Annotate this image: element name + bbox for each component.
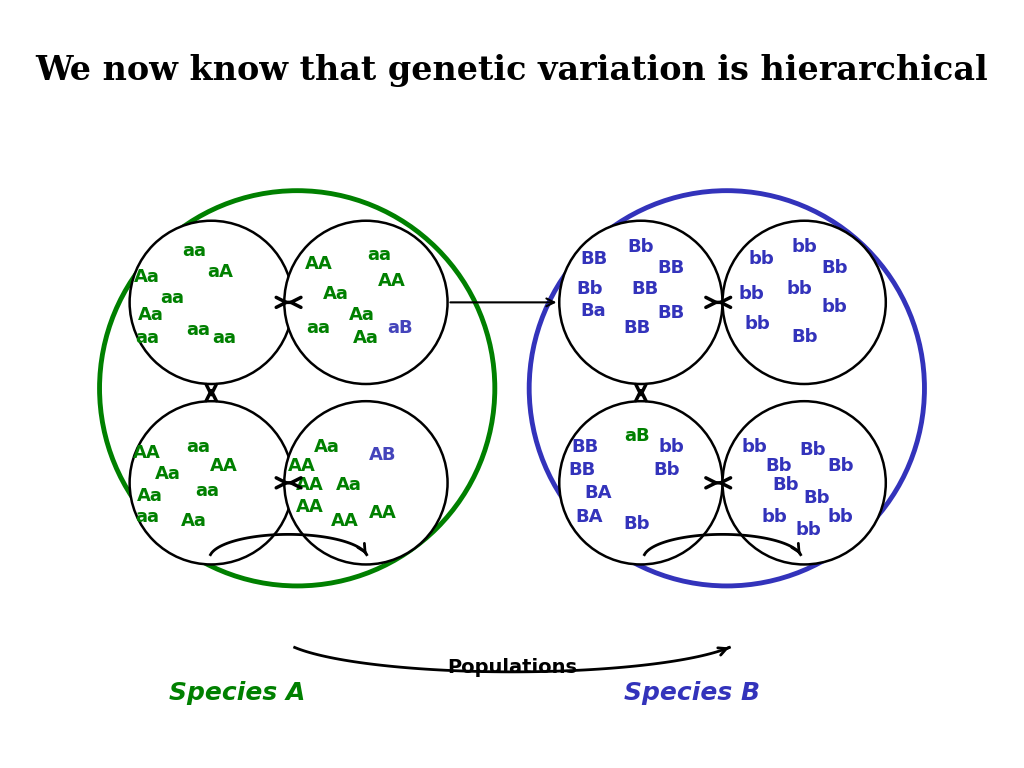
- Text: aa: aa: [367, 246, 391, 264]
- Circle shape: [723, 220, 886, 384]
- Text: AA: AA: [305, 255, 333, 273]
- Circle shape: [559, 401, 723, 564]
- Text: bb: bb: [738, 285, 764, 303]
- Text: Aa: Aa: [349, 306, 375, 324]
- Text: BB: BB: [571, 438, 599, 455]
- Text: bb: bb: [741, 438, 767, 455]
- Text: bb: bb: [749, 250, 774, 268]
- Text: aa: aa: [306, 319, 331, 337]
- Text: aa: aa: [135, 508, 159, 526]
- Text: We now know that genetic variation is hierarchical: We now know that genetic variation is hi…: [36, 54, 988, 87]
- Text: Bb: Bb: [772, 475, 799, 494]
- Text: Bb: Bb: [800, 441, 826, 459]
- Text: Aa: Aa: [138, 306, 164, 324]
- Text: Bb: Bb: [577, 280, 602, 299]
- Text: Bb: Bb: [827, 457, 853, 475]
- Circle shape: [130, 401, 293, 564]
- Circle shape: [559, 220, 723, 384]
- Text: bb: bb: [761, 508, 787, 526]
- Text: Aa: Aa: [353, 329, 379, 347]
- Text: Bb: Bb: [804, 489, 830, 508]
- Text: AA: AA: [296, 475, 324, 494]
- Text: Bb: Bb: [628, 237, 654, 256]
- Text: bb: bb: [827, 508, 853, 526]
- Text: AA: AA: [296, 498, 324, 516]
- Text: aa: aa: [212, 329, 237, 347]
- Text: AA: AA: [370, 504, 397, 522]
- Circle shape: [285, 220, 447, 384]
- Text: Aa: Aa: [134, 267, 160, 286]
- Text: bb: bb: [658, 438, 684, 455]
- Text: Bb: Bb: [624, 515, 650, 533]
- Circle shape: [285, 401, 447, 564]
- Text: BA: BA: [575, 508, 603, 526]
- Text: BB: BB: [569, 461, 596, 479]
- Circle shape: [130, 220, 293, 384]
- Text: aB: aB: [624, 426, 649, 445]
- Text: Aa: Aa: [336, 475, 361, 494]
- Text: bb: bb: [792, 237, 817, 256]
- Text: aA: aA: [207, 263, 232, 281]
- Text: BB: BB: [632, 280, 658, 299]
- Text: BA: BA: [584, 484, 611, 502]
- Text: Bb: Bb: [821, 259, 848, 277]
- Text: aa: aa: [161, 289, 184, 307]
- Text: aa: aa: [186, 438, 210, 455]
- Text: bb: bb: [821, 298, 847, 316]
- Text: aa: aa: [182, 242, 206, 260]
- Text: BB: BB: [657, 259, 685, 277]
- Text: AA: AA: [288, 457, 315, 475]
- Text: Aa: Aa: [314, 438, 340, 455]
- Text: AA: AA: [378, 272, 406, 290]
- Text: Bb: Bb: [765, 457, 792, 475]
- Text: bb: bb: [787, 280, 813, 299]
- Text: AB: AB: [370, 446, 397, 465]
- Text: BB: BB: [623, 319, 650, 337]
- Text: Species B: Species B: [625, 681, 761, 705]
- Text: BB: BB: [580, 250, 607, 268]
- Text: AA: AA: [210, 457, 238, 475]
- Text: aa: aa: [186, 321, 210, 339]
- Text: bb: bb: [796, 521, 821, 539]
- Text: Aa: Aa: [181, 512, 207, 531]
- Circle shape: [723, 401, 886, 564]
- Text: BB: BB: [657, 303, 685, 322]
- Text: Bb: Bb: [791, 328, 817, 346]
- Text: aB: aB: [387, 319, 413, 337]
- Text: bb: bb: [744, 315, 770, 333]
- Text: aa: aa: [195, 482, 219, 501]
- Text: Ba: Ba: [581, 302, 606, 320]
- Text: Species A: Species A: [169, 681, 305, 705]
- Text: Bb: Bb: [653, 461, 680, 479]
- Text: AA: AA: [133, 444, 161, 462]
- Text: Aa: Aa: [323, 285, 349, 303]
- Text: Aa: Aa: [136, 487, 163, 505]
- Text: Aa: Aa: [156, 465, 181, 483]
- Text: AA: AA: [331, 512, 358, 531]
- Text: aa: aa: [135, 329, 159, 347]
- Text: Populations: Populations: [447, 658, 577, 677]
